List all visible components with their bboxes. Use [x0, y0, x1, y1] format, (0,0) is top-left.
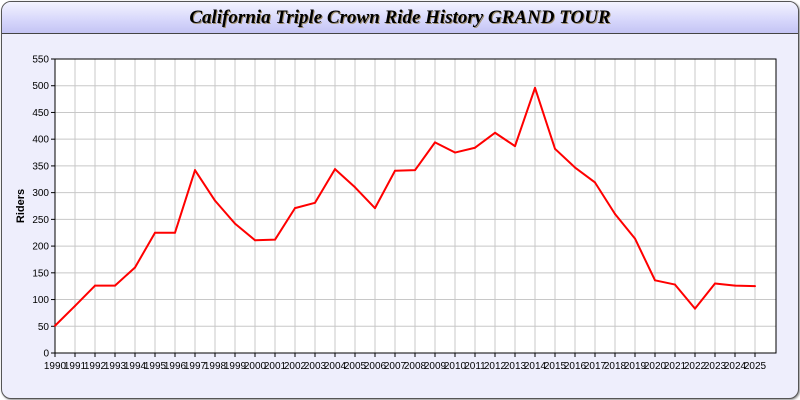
title-bar: California Triple Crown Ride History GRA… — [2, 2, 798, 34]
data-point — [554, 147, 556, 150]
data-point — [294, 207, 296, 210]
x-tick-label: 2025 — [744, 361, 767, 372]
data-point — [694, 307, 696, 310]
data-point — [334, 168, 336, 171]
x-tick-label: 2014 — [524, 361, 547, 372]
x-tick-label: 1993 — [104, 361, 127, 372]
data-point — [734, 284, 736, 287]
x-tick-label: 1990 — [44, 361, 67, 372]
y-tick-label: 300 — [32, 188, 49, 199]
x-tick-label: 2018 — [604, 361, 627, 372]
data-point — [254, 239, 256, 242]
x-tick-label: 2004 — [324, 361, 347, 372]
data-point — [634, 237, 636, 240]
data-point — [534, 86, 536, 89]
x-tick-label: 2023 — [704, 361, 727, 372]
x-tick-label: 1992 — [84, 361, 107, 372]
x-tick-label: 1998 — [204, 361, 227, 372]
y-tick-label: 350 — [32, 161, 49, 172]
x-tick-label: 2005 — [344, 361, 367, 372]
x-tick-label: 2010 — [444, 361, 467, 372]
data-point — [514, 145, 516, 148]
x-tick-label: 2007 — [384, 361, 407, 372]
data-point — [654, 279, 656, 282]
data-point — [714, 282, 716, 285]
data-point — [314, 201, 316, 204]
x-tick-label: 2006 — [364, 361, 387, 372]
x-tick-label: 2021 — [664, 361, 687, 372]
data-point — [394, 169, 396, 172]
data-point — [94, 284, 96, 287]
x-tick-label: 1995 — [144, 361, 167, 372]
x-tick-label: 2024 — [724, 361, 747, 372]
data-point — [594, 181, 596, 184]
x-tick-label: 2009 — [424, 361, 447, 372]
x-tick-label: 2013 — [504, 361, 527, 372]
y-tick-label: 200 — [32, 242, 49, 253]
x-tick-label: 1994 — [124, 361, 147, 372]
x-tick-label: 2002 — [284, 361, 307, 372]
x-tick-label: 1999 — [224, 361, 247, 372]
data-point — [114, 284, 116, 287]
data-point — [134, 266, 136, 269]
x-tick-label: 2015 — [544, 361, 567, 372]
data-point — [354, 186, 356, 189]
x-tick-label: 1997 — [184, 361, 207, 372]
data-point — [474, 146, 476, 149]
x-tick-label: 2019 — [624, 361, 647, 372]
data-point — [434, 141, 436, 144]
data-point — [214, 199, 216, 202]
data-point — [234, 222, 236, 225]
data-point — [454, 151, 456, 154]
chart-title: California Triple Crown Ride History GRA… — [189, 7, 611, 28]
x-tick-label: 2000 — [244, 361, 267, 372]
data-point — [614, 213, 616, 216]
data-point — [154, 231, 156, 234]
data-point — [674, 283, 676, 286]
x-tick-label: 2016 — [564, 361, 587, 372]
y-tick-label: 0 — [43, 349, 49, 360]
x-tick-label: 2022 — [684, 361, 707, 372]
x-tick-label: 2008 — [404, 361, 427, 372]
data-point — [54, 324, 56, 327]
y-tick-label: 450 — [32, 108, 49, 119]
x-tick-label: 2001 — [264, 361, 287, 372]
x-tick-label: 2017 — [584, 361, 607, 372]
x-tick-label: 2020 — [644, 361, 667, 372]
data-point — [754, 285, 756, 288]
y-tick-label: 400 — [32, 135, 49, 146]
data-point — [194, 169, 196, 172]
x-tick-label: 2003 — [304, 361, 327, 372]
data-point — [494, 131, 496, 134]
data-point — [414, 169, 416, 172]
x-tick-label: 2011 — [464, 361, 486, 372]
y-tick-label: 250 — [32, 215, 49, 226]
y-tick-label: 150 — [32, 268, 49, 279]
x-tick-label: 1991 — [64, 361, 87, 372]
riders-line — [54, 86, 756, 327]
y-tick-label: 50 — [38, 322, 50, 333]
y-tick-label: 100 — [32, 295, 49, 306]
y-axis-label: Riders — [15, 189, 27, 223]
data-point — [574, 166, 576, 169]
data-point — [174, 231, 176, 234]
data-point — [74, 304, 76, 307]
y-tick-label: 550 — [32, 55, 49, 66]
data-point — [274, 238, 276, 241]
y-tick-label: 500 — [32, 81, 49, 92]
data-point — [374, 207, 376, 210]
x-tick-label: 2012 — [484, 361, 507, 372]
x-tick-label: 1996 — [164, 361, 187, 372]
